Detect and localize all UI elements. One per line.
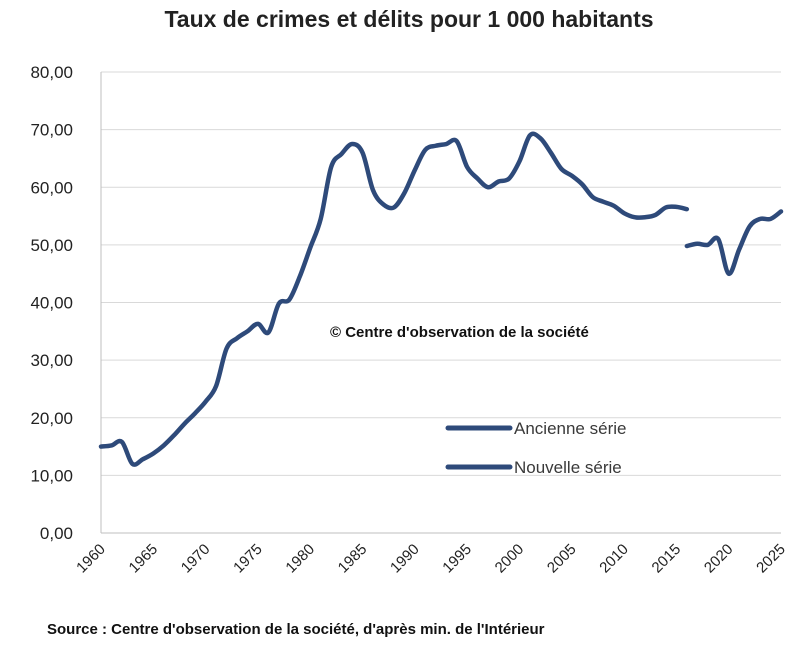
y-tick-label: 50,00 [30,236,73,255]
x-tick-label: 2010 [596,541,632,577]
x-tick-label: 1980 [282,541,318,577]
series-line-ancienne [98,131,690,467]
y-tick-label: 80,00 [30,63,73,82]
x-tick-label: 1965 [126,541,162,577]
x-tick-label: 1975 [230,541,266,577]
chart-title: Taux de crimes et délits pour 1 000 habi… [164,6,653,32]
y-axis: 0,00 10,00 20,00 30,00 40,00 50,00 60,00 70,00 8… [30,63,102,543]
y-tick-label: 60,00 [30,178,73,197]
x-tick-label: 1970 [178,541,214,577]
y-tick-label: 20,00 [30,409,73,428]
x-axis: 1960 1965 1970 1975 1980 1985 1990 1995 2000 2005… [73,532,789,577]
x-tick-label: 1985 [335,541,371,577]
gridlines [101,71,781,476]
x-tick-label: 2005 [544,541,580,577]
series-line-nouvelle [684,209,784,276]
x-tick-label: 2020 [701,541,737,577]
legend-label-ancienne: Ancienne série [514,419,626,438]
x-tick-label: 2000 [492,541,528,577]
y-tick-label: 70,00 [30,121,73,140]
y-tick-label: 10,00 [30,466,73,485]
x-tick-label: 1995 [439,541,475,577]
source-note: Source : Centre d'observation de la soci… [47,621,545,638]
x-tick-label: 1990 [387,541,423,577]
series-lines [98,131,784,467]
x-tick-label: 1960 [73,541,109,577]
x-tick-label: 2015 [649,541,685,577]
y-tick-label: 30,00 [30,351,73,370]
x-tick-label: 2025 [753,541,789,577]
y-tick-label: 40,00 [30,294,73,313]
copyright-annotation: © Centre d'observation de la société [330,324,589,341]
legend-label-nouvelle: Nouvelle série [514,458,622,477]
y-tick-label: 0,00 [40,524,73,543]
legend: Ancienne série Nouvelle série [445,419,626,477]
